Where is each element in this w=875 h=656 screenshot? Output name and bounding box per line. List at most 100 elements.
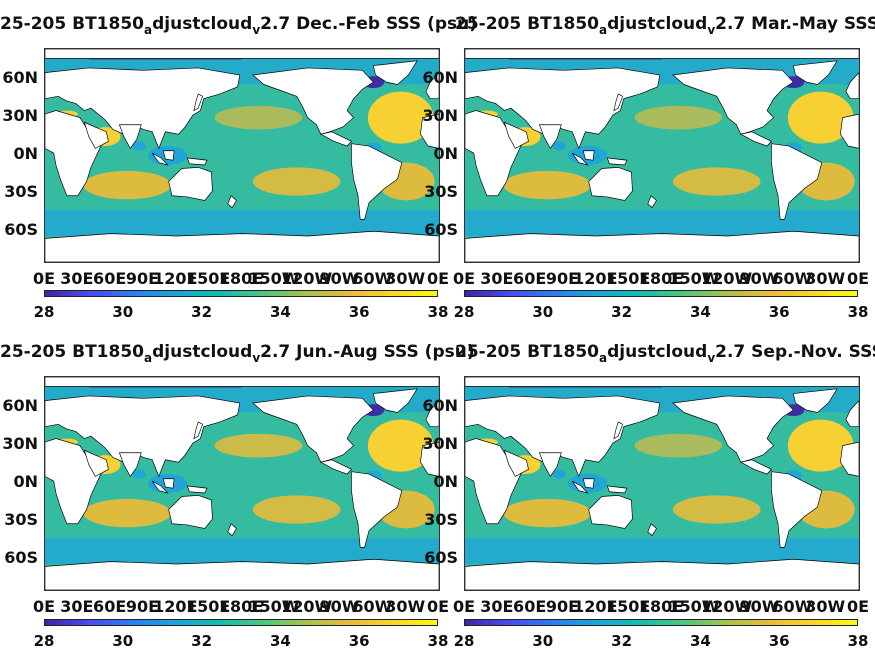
south-pacific-salty-gyre <box>672 495 761 524</box>
lon-tick-label: 150W <box>248 597 300 616</box>
landmass <box>45 49 439 59</box>
lon-tick-label: 60E <box>93 269 127 288</box>
landmass <box>252 395 374 463</box>
lat-label-0n: 0N <box>433 472 458 491</box>
landmass <box>186 157 208 166</box>
landmass <box>571 480 589 494</box>
colorbar-ticks-djf: 28 30 32 34 36 38 <box>34 303 449 321</box>
colorbar-tick-label: 28 <box>453 632 475 650</box>
lon-tick-label: 60W <box>772 597 813 616</box>
landmass <box>739 459 773 475</box>
lon-tick-label: 90W <box>739 597 780 616</box>
lon-tick-label: 180E <box>218 597 264 616</box>
landmass <box>420 441 439 477</box>
panel-title-mam: 25-205 BT1850adjustcloudv2.7 Mar.-May SS… <box>455 14 875 37</box>
lon-tick-label: 90E <box>545 597 580 616</box>
colorbar-tick-label: 38 <box>427 303 449 321</box>
lon-tick-label: 150W <box>248 269 300 288</box>
lat-label-30n: 30N <box>2 106 38 125</box>
panel-title-son: 25-205 BT1850adjustcloudv2.7 Sep.-Nov. S… <box>455 342 875 365</box>
lon-tick-label: 120W <box>281 269 333 288</box>
landmass <box>613 93 624 112</box>
landmass <box>372 388 418 413</box>
colorbar-ticks-son: 28 30 32 34 36 38 <box>454 632 869 650</box>
landmass <box>162 150 175 161</box>
landmass <box>227 195 237 209</box>
lat-label-60n: 60N <box>2 396 38 415</box>
sss-map-mam <box>465 49 859 262</box>
lat-label-0n: 0N <box>433 144 458 163</box>
south-indian-salty-gyre <box>503 498 591 528</box>
lat-label-60s: 60S <box>4 220 38 239</box>
lon-tick-label: 180E <box>218 269 264 288</box>
landmass <box>351 471 403 548</box>
landmass <box>193 421 204 440</box>
lon-tick-label: 150E <box>185 269 231 288</box>
colorbar-tick-label: 34 <box>689 303 711 321</box>
landmass <box>118 124 142 150</box>
lon-tick-label: 90W <box>319 597 360 616</box>
landmass <box>319 459 353 475</box>
lon-tick-label: 180E <box>638 269 684 288</box>
landmass <box>606 485 628 494</box>
landmass <box>252 67 374 135</box>
lon-axis-mam: 0E 30E 60E 90E 120E 150E 180E 150W 120W 90W 60W 30W… <box>453 269 875 289</box>
colorbar-mam <box>464 290 858 297</box>
lon-tick-label: 0E <box>452 269 476 288</box>
landmass <box>647 523 657 537</box>
colorbar-tick-label: 38 <box>847 303 869 321</box>
colorbar-tick-label: 30 <box>532 632 554 650</box>
lon-tick-label: 60E <box>93 597 127 616</box>
lon-axis-djf: 0E 30E 60E 90E 120E 150E 180E 150W 120W 90W 60W 30W… <box>33 269 474 289</box>
landmass <box>168 494 213 529</box>
landmass <box>186 485 208 494</box>
north-atlantic-salty-gyre <box>787 91 854 144</box>
bay-of-bengal-fresh <box>552 469 566 479</box>
south-indian-salty-gyre <box>83 170 171 200</box>
south-indian-salty-gyre <box>83 498 171 528</box>
lat-label-30n: 30N <box>422 434 458 453</box>
landmass <box>588 166 633 201</box>
colorbar-tick-label: 36 <box>348 632 370 650</box>
landmass <box>465 558 859 590</box>
colorbar-tick-label: 30 <box>532 303 554 321</box>
lon-tick-label: 90E <box>125 597 160 616</box>
lat-label-60n: 60N <box>422 68 458 87</box>
lon-tick-label: 0E <box>32 269 56 288</box>
lon-tick-label: 120W <box>701 597 753 616</box>
lon-tick-label: 0E <box>846 597 870 616</box>
lat-label-60n: 60N <box>2 68 38 87</box>
landmass <box>538 452 562 478</box>
colorbar-ticks-mam: 28 30 32 34 36 38 <box>454 303 869 321</box>
colorbar-tick-label: 32 <box>611 303 633 321</box>
south-pacific-salty-gyre <box>252 495 341 524</box>
south-pacific-salty-gyre <box>672 167 761 196</box>
lon-tick-label: 150E <box>185 597 231 616</box>
bay-of-bengal-fresh <box>132 469 146 479</box>
lon-tick-label: 30E <box>60 269 94 288</box>
lon-tick-label: 120W <box>701 269 753 288</box>
lon-tick-label: 120W <box>281 597 333 616</box>
lat-label-30s: 30S <box>424 182 458 201</box>
landmass <box>739 131 773 147</box>
landmass <box>319 131 353 147</box>
landmass <box>151 152 169 166</box>
lon-tick-label: 30W <box>805 269 846 288</box>
map-panel-jja <box>44 376 440 591</box>
landmass <box>465 395 661 478</box>
landmass <box>83 121 109 149</box>
landmass <box>503 449 529 477</box>
landmass <box>351 143 403 220</box>
lon-tick-label: 60E <box>513 269 547 288</box>
lon-tick-label: 150E <box>605 269 651 288</box>
landmass <box>465 377 859 387</box>
lon-tick-label: 60W <box>772 269 813 288</box>
lat-label-30n: 30N <box>2 434 38 453</box>
lon-tick-label: 90W <box>739 269 780 288</box>
landmass <box>118 452 142 478</box>
colorbar-tick-label: 34 <box>269 303 291 321</box>
colorbar-tick-label: 38 <box>427 632 449 650</box>
landmass <box>845 400 859 428</box>
lon-tick-label: 120E <box>573 269 618 288</box>
lon-tick-label: 120E <box>573 597 618 616</box>
